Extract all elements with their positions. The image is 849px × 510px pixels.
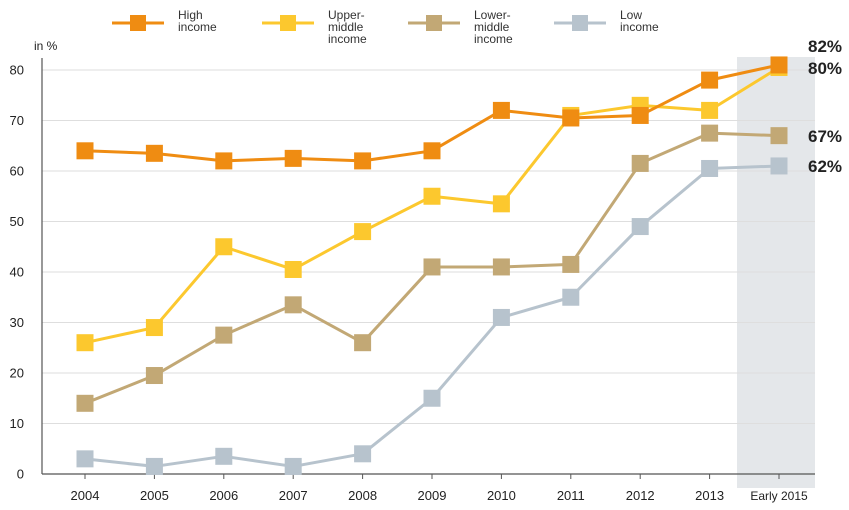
x-tick-label-10: Early 2015 [750,489,808,503]
data-point-2-3 [284,296,302,314]
legend-label-2-line-1: middle [474,20,510,34]
x-tick-label-4: 2008 [348,488,377,503]
legend-swatch-marker-2 [426,15,442,31]
legend-label-3-line-1: income [620,20,659,34]
legend-label-3-line-0: Low [620,8,642,22]
data-point-1-5 [423,187,441,205]
legend-swatch-marker-0 [130,15,146,31]
end-label-0: 82% [808,37,842,56]
data-point-0-9 [701,71,719,89]
end-label-3: 62% [808,157,842,176]
data-point-3-9 [701,159,719,177]
data-point-1-9 [701,101,719,119]
data-point-1-2 [215,238,233,256]
data-point-2-9 [701,124,719,142]
data-point-1-0 [76,334,94,352]
data-point-3-7 [562,288,580,306]
data-point-2-1 [145,367,163,385]
x-axis-ticks: 2004 2005 2006 2007 2008 2009 2010 2011 2012 2013… [71,474,808,503]
data-point-2-10 [770,127,788,145]
legend-swatch-marker-3 [572,15,588,31]
y-tick-label-60: 60 [10,164,24,179]
data-point-2-2 [215,326,233,344]
data-point-1-3 [284,260,302,278]
data-point-3-1 [145,457,163,475]
legend-label-1-line-2: income [328,32,367,46]
data-point-3-0 [76,450,94,468]
end-label-1: 80% [808,59,842,78]
x-tick-label-1: 2005 [140,488,169,503]
y-tick-label-10: 10 [10,416,24,431]
x-tick-label-7: 2011 [557,488,585,503]
series-1 [76,58,788,352]
series-0 [76,56,788,170]
end-label-2: 67% [808,127,842,146]
y-tick-label-0: 0 [17,467,24,482]
x-tick-label-0: 2004 [71,488,100,503]
data-point-2-8 [631,154,649,172]
data-point-2-6 [492,258,510,276]
x-tick-label-6: 2010 [487,488,516,503]
data-point-3-4 [354,445,372,463]
data-point-3-10 [770,157,788,175]
data-point-0-7 [562,109,580,127]
legend-label-2-line-0: Lower- [474,8,511,22]
data-point-0-3 [284,149,302,167]
x-tick-label-8: 2012 [626,488,655,503]
x-tick-label-2: 2006 [209,488,238,503]
end-labels: 82% 80% 67% 62% [808,37,842,176]
legend-label-0-line-1: income [178,20,217,34]
series-3 [76,157,788,475]
data-point-0-4 [354,152,372,170]
series-line-3 [84,164,780,468]
data-point-0-10 [770,56,788,74]
data-point-0-1 [145,144,163,162]
y-axis-unit-label: in % [34,39,58,53]
x-tick-label-5: 2009 [418,488,447,503]
legend-label-1-line-1: middle [328,20,364,34]
data-point-1-1 [145,319,163,337]
y-tick-label-40: 40 [10,265,24,280]
y-axis-ticks: 0 10 20 30 40 50 60 70 80 [10,63,24,482]
grid-lines [42,69,815,424]
series-group [76,56,788,475]
y-tick-label-50: 50 [10,214,24,229]
data-point-3-2 [215,447,233,465]
data-point-2-4 [354,334,372,352]
data-point-0-2 [215,152,233,170]
y-tick-label-70: 70 [10,113,24,128]
data-point-3-5 [423,389,441,407]
x-tick-label-3: 2007 [279,488,308,503]
series-2 [76,124,788,412]
data-point-3-3 [284,457,302,475]
y-tick-label-30: 30 [10,315,24,330]
x-tick-label-9: 2013 [695,488,724,503]
data-point-3-6 [492,308,510,326]
data-point-2-7 [562,255,580,273]
y-tick-label-80: 80 [10,63,24,78]
data-point-2-5 [423,258,441,276]
legend-label-1-line-0: Upper- [328,8,365,22]
legend-label-0-line-0: High [178,8,203,22]
data-point-3-8 [631,218,649,236]
data-point-2-0 [76,394,94,412]
legend-label-2-line-2: income [474,32,513,46]
y-tick-label-20: 20 [10,366,24,381]
data-point-1-6 [492,195,510,213]
data-point-0-8 [631,106,649,124]
series-line-1 [84,66,780,345]
data-point-0-5 [423,142,441,160]
data-point-0-6 [492,101,510,119]
data-point-0-0 [76,142,94,160]
axes [41,58,815,475]
data-point-1-4 [354,223,372,241]
legend: HighincomeUpper-middleincomeLower-middle… [112,8,659,46]
legend-swatch-marker-1 [280,15,296,31]
